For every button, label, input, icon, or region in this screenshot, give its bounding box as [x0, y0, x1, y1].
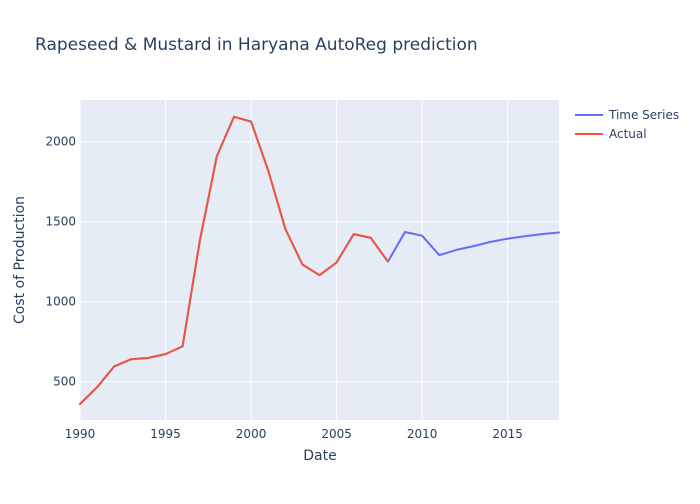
- legend-label: Time Series: [608, 108, 679, 122]
- y-tick-label: 1500: [45, 215, 76, 229]
- x-tick-label: 2015: [492, 427, 523, 441]
- y-tick-label: 500: [53, 375, 76, 389]
- chart-title: Rapeseed & Mustard in Haryana AutoReg pr…: [35, 35, 478, 55]
- y-axis-ticks: 500 1000 1500 2000: [45, 135, 76, 389]
- legend-item-actual[interactable]: Actual: [575, 127, 647, 141]
- x-tick-label: 2010: [407, 427, 438, 441]
- x-tick-label: 2000: [236, 427, 267, 441]
- legend[interactable]: Time Series Actual: [575, 108, 679, 141]
- x-tick-label: 2005: [321, 427, 352, 441]
- legend-label: Actual: [609, 127, 647, 141]
- plot-area: [80, 100, 559, 420]
- x-tick-label: 1995: [150, 427, 181, 441]
- x-axis-ticks: 1990 1995 2000 2005 2010 2015: [65, 427, 523, 441]
- y-axis-label: Cost of Production: [12, 196, 28, 324]
- series-line-actual: [79, 115, 389, 405]
- x-axis-label: Date: [303, 448, 336, 464]
- grid-lines: [79, 100, 559, 420]
- series-layer: [79, 115, 560, 405]
- x-tick-label: 1990: [65, 427, 96, 441]
- y-tick-label: 2000: [45, 135, 76, 149]
- legend-item-time-series[interactable]: Time Series: [575, 108, 679, 122]
- y-tick-label: 1000: [45, 295, 76, 309]
